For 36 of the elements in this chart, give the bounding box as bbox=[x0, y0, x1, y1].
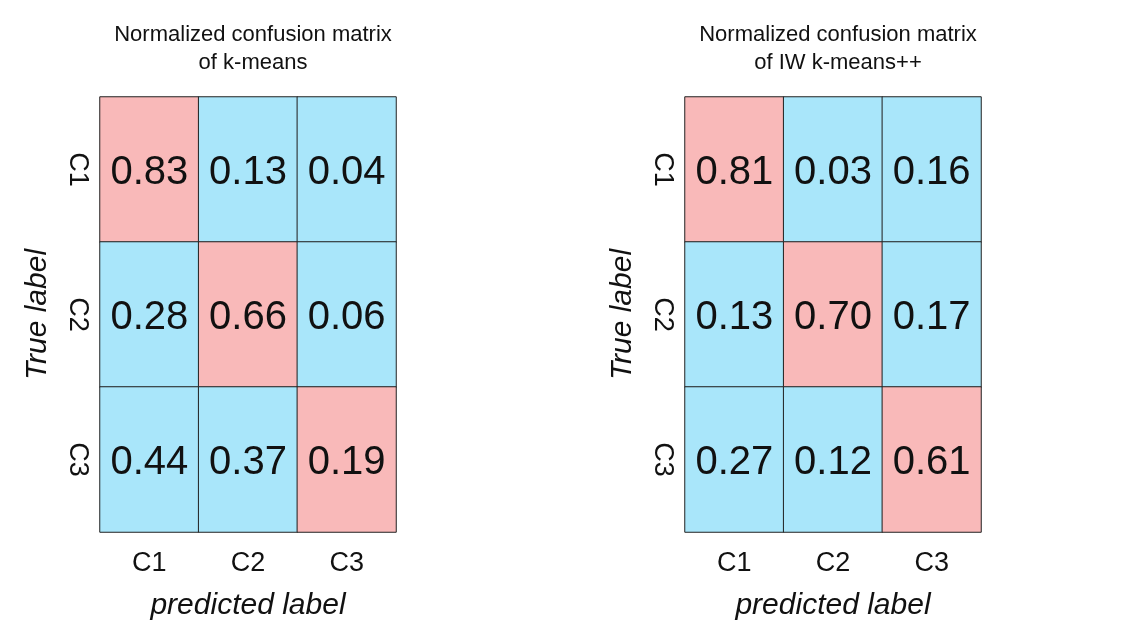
x-axis-title: predicted label bbox=[734, 586, 932, 620]
data-label: 0.17 bbox=[892, 292, 971, 337]
data-label: 0.66 bbox=[209, 292, 287, 337]
data-label: 0.16 bbox=[892, 147, 971, 192]
data-label: 0.04 bbox=[307, 147, 386, 192]
data-label: 0.03 bbox=[794, 147, 872, 192]
y-tick-label: C2 bbox=[648, 297, 679, 332]
y-tick-label: C1 bbox=[648, 152, 679, 187]
x-tick-label: C1 bbox=[717, 546, 752, 577]
y-tick-label: C3 bbox=[63, 442, 94, 477]
chart-title: Normalized confusion matrix of IW k-means++ bbox=[699, 20, 977, 74]
x-tick-label: C2 bbox=[815, 546, 851, 577]
data-label: 0.28 bbox=[110, 292, 189, 337]
y-axis-title: True label bbox=[18, 247, 52, 381]
x-tick-label: C3 bbox=[329, 546, 364, 577]
data-label: 0.19 bbox=[307, 437, 386, 482]
data-label: 0.61 bbox=[892, 437, 971, 482]
y-axis-title: True label bbox=[603, 247, 637, 381]
data-label: 0.06 bbox=[307, 292, 386, 337]
data-label: 0.27 bbox=[695, 437, 774, 482]
data-label: 0.70 bbox=[794, 292, 872, 337]
x-tick-label: C1 bbox=[132, 546, 167, 577]
x-tick-label: C2 bbox=[230, 546, 266, 577]
data-label: 0.83 bbox=[110, 147, 189, 192]
data-label: 0.81 bbox=[695, 147, 774, 192]
data-label: 0.13 bbox=[695, 292, 774, 337]
data-label: 0.13 bbox=[209, 147, 287, 192]
chart-title: Normalized confusion matrix of k-means bbox=[114, 20, 392, 74]
data-label: 0.44 bbox=[110, 437, 189, 482]
y-tick-label: C2 bbox=[63, 297, 94, 332]
x-tick-label: C3 bbox=[914, 546, 949, 577]
x-axis-title: predicted label bbox=[149, 586, 347, 620]
y-tick-label: C1 bbox=[63, 152, 94, 187]
data-label: 0.37 bbox=[209, 437, 287, 482]
y-tick-label: C3 bbox=[648, 442, 679, 477]
data-label: 0.12 bbox=[794, 437, 872, 482]
